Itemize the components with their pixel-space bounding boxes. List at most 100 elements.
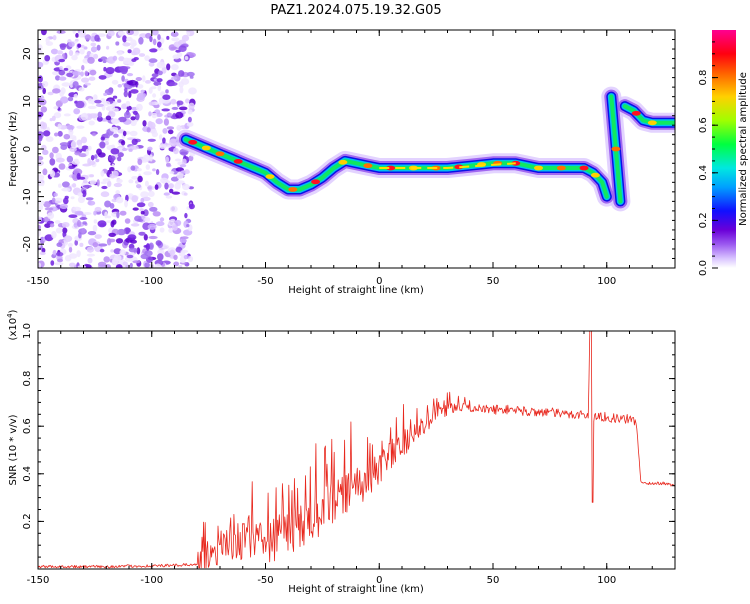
- noise-blob: [147, 184, 153, 192]
- noise-blob: [111, 219, 117, 225]
- noise-blob: [103, 92, 108, 96]
- noise-blob: [166, 35, 170, 40]
- noise-blob: [127, 137, 135, 141]
- noise-blob: [142, 75, 146, 83]
- noise-blob: [86, 246, 94, 253]
- noise-blob: [184, 56, 189, 60]
- noise-blob: [149, 35, 153, 43]
- noise-blob: [143, 171, 152, 176]
- noise-blob: [148, 62, 155, 67]
- noise-blob: [101, 185, 108, 190]
- noise-blob: [186, 71, 195, 77]
- noise-blob: [126, 254, 134, 259]
- noise-blob: [122, 130, 127, 137]
- noise-blob: [94, 99, 102, 104]
- noise-blob: [95, 103, 104, 108]
- snr-line: [38, 331, 675, 569]
- noise-blob: [121, 75, 125, 82]
- noise-blob: [71, 160, 80, 165]
- noise-blob: [97, 152, 106, 158]
- noise-blob: [111, 79, 119, 85]
- snr-y-tick-label: 0.4: [22, 466, 33, 482]
- noise-blob: [102, 100, 111, 106]
- noise-blob: [87, 257, 93, 264]
- noise-blob: [148, 101, 155, 106]
- noise-blob: [145, 243, 150, 251]
- noise-blob: [144, 217, 151, 222]
- noise-blob: [180, 249, 189, 253]
- noise-blob: [73, 93, 78, 99]
- noise-blob: [55, 252, 64, 257]
- noise-blob: [151, 73, 159, 78]
- noise-blob: [117, 99, 122, 103]
- noise-blob: [54, 220, 61, 224]
- noise-blob: [181, 34, 190, 42]
- noise-blob: [43, 130, 51, 137]
- noise-blob: [93, 94, 98, 101]
- noise-blob: [169, 249, 175, 257]
- noise-blob: [95, 158, 100, 163]
- noise-blob: [87, 105, 97, 110]
- noise-blob: [57, 123, 62, 130]
- noise-blob: [170, 176, 179, 182]
- ridge-hotspot: [265, 174, 275, 180]
- noise-blob: [124, 111, 131, 119]
- noise-blob: [78, 31, 85, 38]
- noise-blob: [72, 71, 81, 76]
- noise-blob: [68, 165, 75, 170]
- noise-blob: [92, 224, 98, 233]
- noise-blob: [106, 45, 110, 50]
- noise-blob: [44, 234, 54, 242]
- noise-blob: [159, 227, 165, 233]
- noise-blob: [127, 234, 137, 241]
- noise-blob: [55, 157, 65, 163]
- noise-blob: [56, 242, 63, 247]
- colorbar-ticks: 0.0 0.2 0.4 0.6 0.8: [698, 41, 718, 276]
- noise-blob: [109, 167, 115, 172]
- noise-blob: [159, 134, 163, 141]
- noise-blob: [149, 206, 158, 212]
- noise-blob: [156, 61, 166, 69]
- noise-blob: [171, 64, 179, 71]
- noise-blob: [100, 170, 105, 177]
- noise-blob: [147, 138, 156, 142]
- noise-blob: [90, 42, 97, 47]
- noise-blob: [185, 98, 190, 104]
- ridge-hotspot: [215, 151, 225, 157]
- noise-blob: [163, 192, 170, 196]
- noise-blob: [105, 115, 112, 121]
- noise-blob: [73, 222, 79, 228]
- noise-blob: [188, 203, 195, 210]
- noise-blob: [187, 116, 192, 123]
- noise-blob: [118, 56, 125, 62]
- noise-blob: [107, 30, 115, 37]
- noise-blob: [75, 211, 84, 216]
- noise-blob: [60, 144, 68, 150]
- noise-blob: [45, 37, 50, 44]
- noise-blob: [100, 191, 110, 198]
- noise-blob: [126, 105, 132, 111]
- noise-blob: [149, 48, 158, 53]
- noise-blob: [77, 196, 85, 204]
- noise-blob: [82, 163, 92, 167]
- noise-blob: [49, 223, 55, 228]
- noise-blob: [70, 196, 75, 200]
- noise-blob: [136, 247, 141, 255]
- noise-blob: [130, 89, 139, 94]
- noise-blob: [99, 248, 105, 253]
- snr-x-tick-label: 100: [597, 575, 616, 586]
- noise-blob: [119, 210, 127, 216]
- noise-blob: [136, 103, 143, 112]
- noise-blob: [157, 84, 162, 92]
- noise-blob: [100, 56, 108, 61]
- ridge-core-branch: [622, 104, 675, 125]
- noise-blob: [135, 77, 142, 81]
- noise-blob: [72, 81, 79, 89]
- noise-blob: [54, 200, 61, 204]
- noise-blob: [115, 264, 123, 268]
- noise-blob: [152, 93, 157, 98]
- noise-blob: [117, 31, 126, 36]
- noise-blob: [92, 132, 96, 137]
- noise-blob: [170, 46, 179, 50]
